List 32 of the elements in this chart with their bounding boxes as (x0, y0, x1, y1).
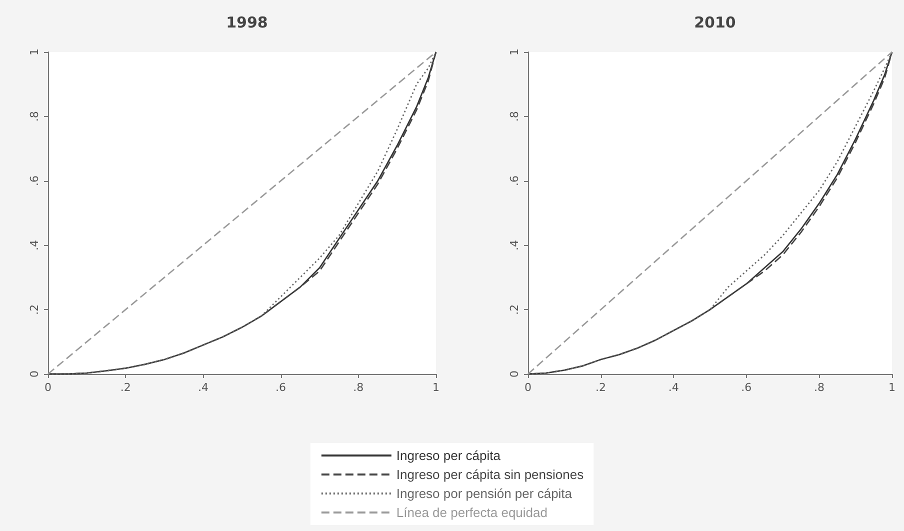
x-tick-label: 1 (432, 381, 440, 394)
x-tick-label: .2 (120, 381, 131, 394)
x-tick-label: .4 (198, 381, 208, 394)
text: Ingreso per cápita sin pensiones (396, 467, 584, 482)
y-tick-label: .8 (28, 111, 41, 122)
x-tick-label: 0 (524, 381, 532, 394)
y-tick-label: .8 (508, 111, 521, 122)
y-tick-label: 0 (28, 370, 41, 378)
text: Ingreso por pensión per cápita (396, 486, 573, 501)
line-series (527, 51, 893, 375)
x-tick-label: .4 (668, 381, 679, 394)
y-tick-label: .4 (28, 240, 41, 250)
x-tick-label: 0 (44, 381, 52, 394)
x-tick-label: .6 (276, 381, 286, 394)
y-tick-label: 1 (28, 48, 41, 56)
x-tick-label: .6 (741, 381, 752, 394)
y-tick-label: .4 (508, 240, 521, 250)
line-series (47, 51, 437, 375)
x-tick-label: .8 (353, 381, 364, 394)
text: Ingreso per cápita (396, 448, 502, 463)
y-tick-label: 1 (508, 48, 521, 56)
y-tick-label: .6 (508, 176, 521, 186)
x-tick-label: 1 (888, 381, 896, 394)
y-tick-label: 0 (508, 370, 521, 378)
chart-title: 1998 (226, 14, 268, 32)
y-tick-label: .2 (508, 304, 521, 315)
text: Línea de perfecta equidad (396, 505, 548, 520)
x-tick-label: .2 (596, 381, 606, 394)
y-tick-label: .2 (28, 304, 41, 315)
y-tick-label: .6 (28, 176, 41, 186)
chart-title: 2010 (694, 14, 736, 32)
x-tick-label: .8 (814, 381, 824, 394)
